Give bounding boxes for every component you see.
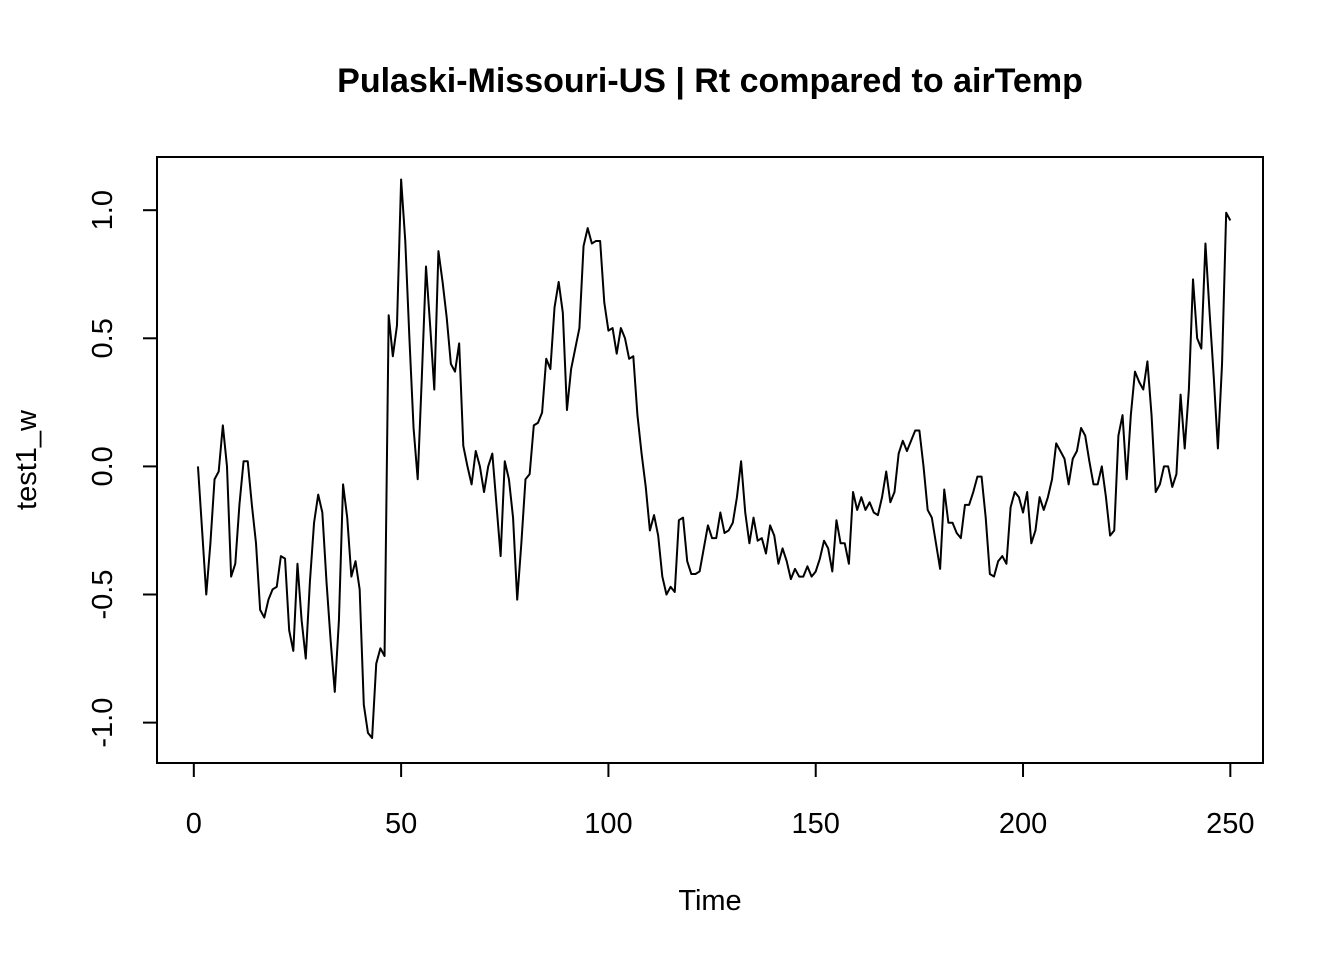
x-tick-label: 50: [385, 808, 417, 840]
plot-frame: [156, 156, 1264, 764]
x-axis-label: Time: [678, 885, 741, 917]
y-tick-label: 0.5: [87, 318, 119, 358]
x-tick-label: 150: [792, 808, 840, 840]
x-tick-label: 0: [186, 808, 202, 840]
y-axis-label: test1_w: [11, 409, 43, 510]
chart-title: Pulaski-Missouri-US | Rt compared to air…: [337, 62, 1083, 100]
y-tick-label: -1.0: [87, 698, 119, 748]
y-tick-label: -0.5: [87, 570, 119, 620]
x-tick-label: 100: [584, 808, 632, 840]
series-line: [196, 178, 1232, 739]
y-tick-label: 1.0: [87, 190, 119, 230]
y-tick-label: 0.0: [87, 446, 119, 486]
x-tick-label: 200: [999, 808, 1047, 840]
x-axis: 0 50 100 150 200 250: [186, 762, 1255, 840]
x-tick-label: 250: [1206, 808, 1254, 840]
y-axis: -1.0 -0.5 0.0 0.5 1.0: [87, 190, 158, 748]
